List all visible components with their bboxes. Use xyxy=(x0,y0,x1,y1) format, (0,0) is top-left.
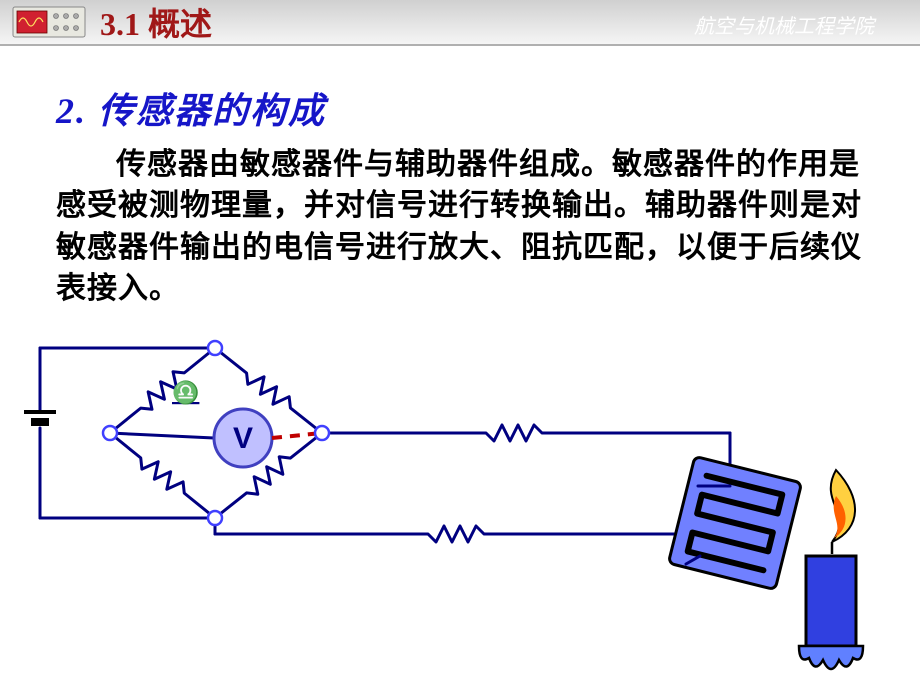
svg-text:♎: ♎ xyxy=(172,380,199,405)
svg-text:V: V xyxy=(233,422,253,455)
circuit-diagram: V♎ xyxy=(0,338,920,688)
section-title: 3.1 概述 xyxy=(100,0,212,45)
body-paragraph: 传感器由敏感器件与辅助器件组成。敏感器件的作用是感受被测物理量，并对信号进行转换… xyxy=(56,144,870,310)
subtitle: 2. 传感器的构成 xyxy=(56,82,870,134)
slide-header: 3.1 概述 航空与机械工程学院 xyxy=(0,0,920,46)
oscilloscope-icon xyxy=(12,6,86,38)
institute-name: 航空与机械工程学院 xyxy=(694,10,874,39)
slide-content: 2. 传感器的构成 传感器由敏感器件与辅助器件组成。敏感器件的作用是感受被测物理… xyxy=(0,46,920,310)
